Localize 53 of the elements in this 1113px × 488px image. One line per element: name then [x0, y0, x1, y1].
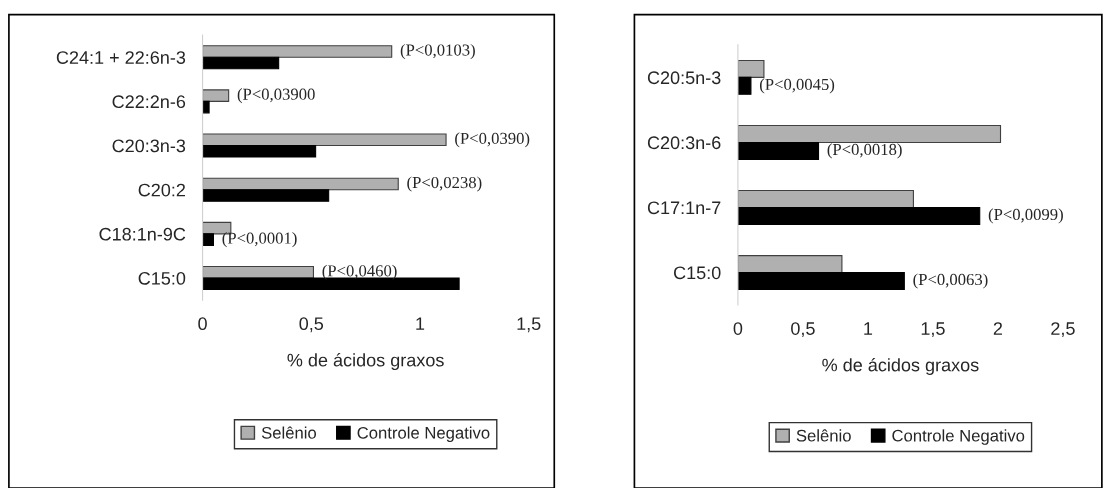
- bar: [737, 189, 914, 209]
- x-axis-title: % de ácidos graxos: [822, 357, 979, 375]
- y-tick-label: C15:0: [138, 271, 186, 285]
- y-tick-label: C24:1 + 22:6n-3: [56, 51, 186, 64]
- x-tick-label: 2: [993, 322, 1003, 335]
- y-tick-label: C22:2n-6: [112, 95, 186, 109]
- bar: [202, 144, 317, 158]
- bar: [202, 100, 210, 114]
- annotation: (P<0,0103): [400, 43, 475, 60]
- annotation: (P<0,0099): [988, 208, 1063, 224]
- y-tick-label: C20:2: [138, 183, 185, 197]
- bar: [202, 89, 230, 102]
- y-tick-label: C15:0: [673, 266, 721, 280]
- x-tick-label: 1: [416, 317, 425, 330]
- bar: [202, 189, 330, 202]
- y-tick-label: C18:1n-9C: [99, 227, 186, 241]
- annotation: (P<0,0460): [322, 264, 397, 280]
- annotation: (P<0,0238): [407, 176, 482, 192]
- x-tick-label: 0: [733, 322, 743, 335]
- x-tick-label: 0,5: [791, 322, 815, 338]
- y-tick-label: C17:1n-7: [647, 201, 721, 215]
- annotation: (P<0,0045): [759, 78, 835, 94]
- x-axis-title: % de ácidos graxos: [287, 353, 444, 371]
- bar: [737, 141, 820, 160]
- bar: [202, 45, 393, 58]
- y-tick-label: C20:5n-3: [647, 71, 721, 85]
- x-tick-label: 0,5: [299, 317, 324, 333]
- legend-label: Controle Negativo: [357, 426, 490, 443]
- bar: [202, 233, 214, 246]
- y-tick-label: C20:3n-3: [112, 139, 186, 153]
- x-tick-label: 0: [198, 317, 207, 331]
- annotation: (P<0,0063): [913, 273, 988, 289]
- x-tick-label: 1,5: [517, 317, 541, 333]
- bar: [737, 124, 1002, 143]
- bar: [737, 206, 981, 225]
- bar: [202, 133, 447, 147]
- bar: [737, 59, 765, 78]
- legend-label: Selênio: [796, 429, 851, 442]
- x-tick-label: 1,5: [921, 322, 945, 338]
- annotation: (P<0,0018): [827, 143, 902, 159]
- bar: [737, 76, 752, 95]
- x-tick-label: 2,5: [1051, 322, 1075, 338]
- y-tick-label: C20:3n-6: [647, 136, 721, 150]
- annotation: (P<0,0390): [455, 132, 530, 148]
- legend-label: Selênio: [261, 426, 317, 439]
- legend-label: Controle Negativo: [892, 429, 1025, 445]
- annotation: (P<0,0001): [222, 232, 297, 248]
- bar: [737, 271, 905, 290]
- x-tick-label: 1: [864, 322, 873, 335]
- bar: [737, 255, 843, 274]
- bar: [202, 177, 399, 191]
- annotation: (P<0,03900: [237, 88, 315, 104]
- bar: [202, 56, 280, 70]
